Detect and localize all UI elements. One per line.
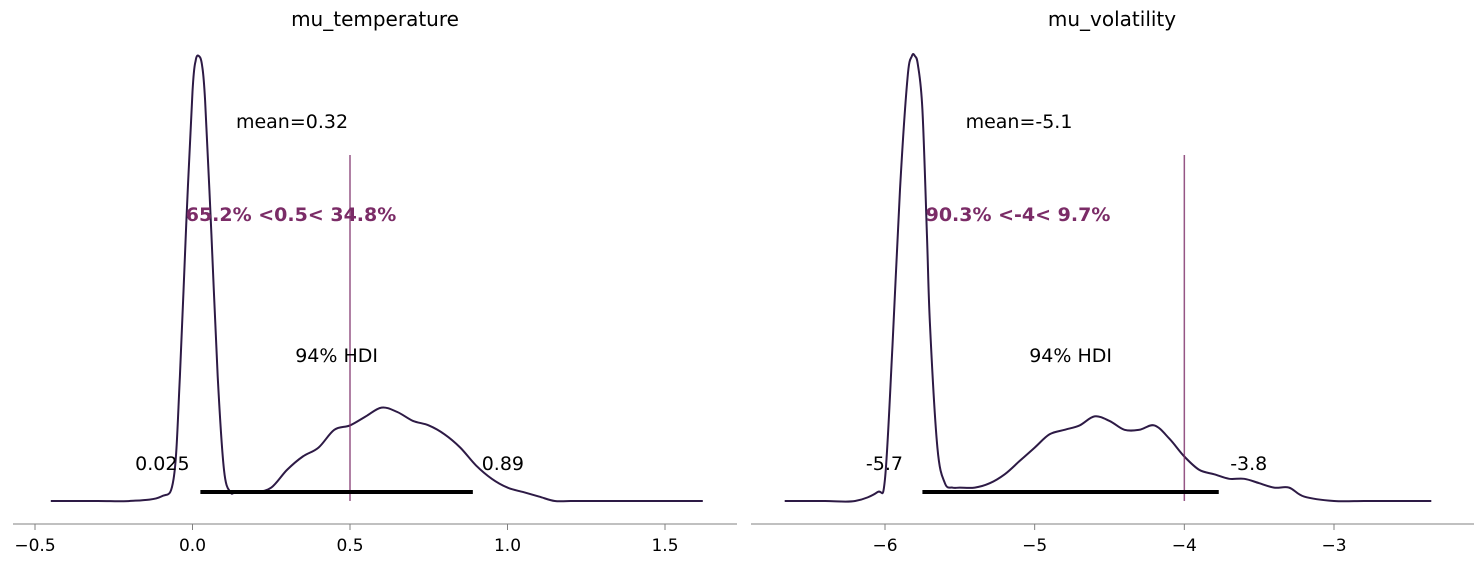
x-tick-label: −6 — [872, 536, 897, 556]
reference-label: 65.2% <0.5< 34.8% — [186, 204, 397, 226]
x-tick-label: −4 — [1172, 536, 1197, 556]
x-tick-label: −5 — [1022, 536, 1047, 556]
hdi-high-label: 0.89 — [482, 453, 524, 475]
x-axis-ticks: −6 −5 −4 −3 — [872, 524, 1347, 556]
x-axis-ticks: −0.5 0.0 0.5 1.0 1.5 — [14, 524, 679, 556]
x-tick-label: 0.0 — [179, 536, 206, 556]
density-curve — [784, 52, 1432, 503]
mean-label: mean=-5.1 — [966, 111, 1073, 133]
hdi-high-label: -3.8 — [1230, 453, 1267, 475]
x-tick-label: −3 — [1321, 536, 1346, 556]
x-tick-label: 1.5 — [651, 536, 678, 556]
x-tick-label: −0.5 — [14, 536, 55, 556]
density-curve — [50, 54, 703, 503]
hdi-label: 94% HDI — [1029, 345, 1112, 367]
hdi-label: 94% HDI — [295, 345, 378, 367]
panel-mu-temperature: mu_temperature −0.5 0.0 0.5 1.0 1.5 mean=0.3… — [13, 7, 737, 556]
reference-label: 90.3% <-4< 9.7% — [926, 204, 1111, 226]
mean-label: mean=0.32 — [236, 111, 348, 133]
panel-title: mu_volatility — [1048, 7, 1176, 31]
x-tick-label: 0.5 — [336, 536, 363, 556]
hdi-low-label: 0.025 — [135, 453, 189, 475]
panel-title: mu_temperature — [291, 7, 459, 31]
x-tick-label: 1.0 — [494, 536, 521, 556]
panel-mu-volatility: mu_volatility −6 −5 −4 −3 mean=-5.1 90.3% <… — [751, 7, 1474, 556]
hdi-low-label: -5.7 — [866, 453, 903, 475]
